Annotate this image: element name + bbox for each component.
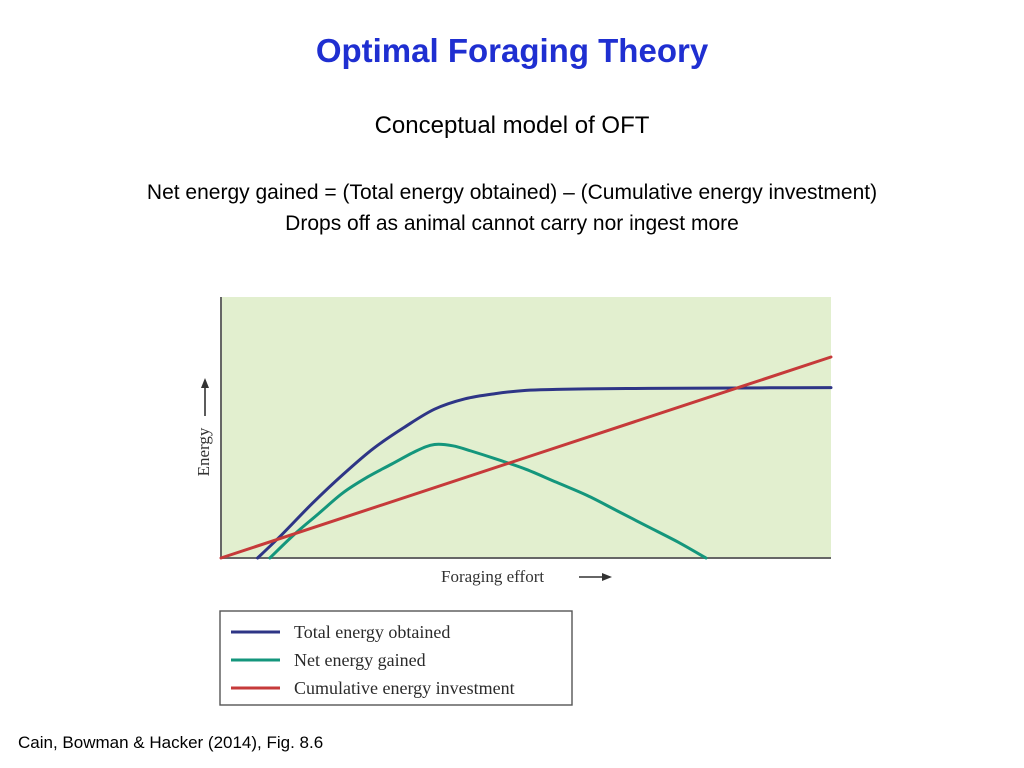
description-line-2: Drops off as animal cannot carry nor ing… [285, 212, 739, 235]
legend-label-2: Cumulative energy investment [294, 678, 515, 698]
y-axis-label: Energy [194, 427, 213, 476]
x-axis-label: Foraging effort [441, 567, 544, 586]
legend-label-1: Net energy gained [294, 650, 426, 670]
y-axis-arrow [201, 378, 209, 416]
slide-title: Optimal Foraging Theory [315, 32, 709, 69]
legend: Total energy obtained Net energy gained Cu… [219, 610, 573, 706]
legend-label-0: Total energy obtained [294, 622, 450, 642]
x-axis-arrow [579, 573, 612, 581]
plot-background [221, 297, 831, 558]
series-line-0 [256, 386, 833, 560]
legend-items: Total energy obtained Net energy gained Cu… [231, 622, 515, 698]
description-line-1: Net energy gained = (Total energy obtain… [146, 181, 878, 204]
series-line-1 [268, 442, 708, 560]
citation: Cain, Bowman & Hacker (2014), Fig. 8.6 [18, 733, 324, 752]
series-line-2 [219, 355, 833, 560]
slide-subtitle: Conceptual model of OFT [374, 112, 650, 139]
series-group [219, 355, 833, 560]
y-axis-title: Energy [194, 427, 213, 476]
